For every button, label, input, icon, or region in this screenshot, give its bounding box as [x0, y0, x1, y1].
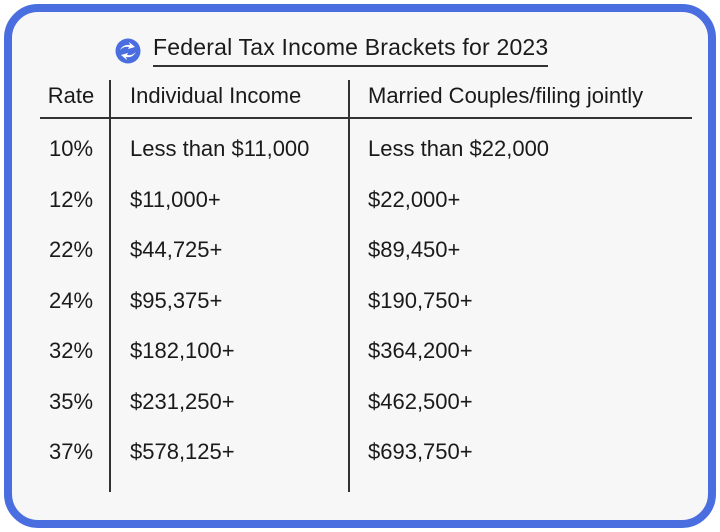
- row-married-cell: $693,750+: [368, 439, 473, 464]
- row-individual-cell: $578,125+: [130, 439, 235, 464]
- header-married: Married Couples/filing jointly: [368, 83, 644, 108]
- row-rate-cell: 10%: [48, 136, 94, 161]
- row-married-cell: Less than $22,000: [368, 136, 550, 161]
- row-rate-cell: 12%: [48, 186, 94, 212]
- row-rate-cell: 22%: [48, 237, 94, 262]
- row-individual-cell: $231,250+: [130, 388, 235, 414]
- row-married-cell: $190,750+: [368, 287, 473, 313]
- tax-bracket-card: Federal Tax Income Brackets for 2023: [4, 4, 716, 528]
- header-individual: Individual Income: [130, 83, 302, 108]
- column-divider-1: [109, 80, 111, 492]
- row-rate-cell: 37%: [48, 439, 94, 464]
- row-married-cell: $462,500+: [368, 388, 473, 414]
- row-individual-cell: $95,375+: [130, 287, 223, 313]
- row-married-cell: $22,000+: [368, 186, 461, 212]
- row-individual-cell: Less than $11,000: [130, 136, 310, 161]
- row-individual-cell: $182,100+: [130, 338, 235, 363]
- row-rate-cell: 35%: [48, 388, 94, 414]
- header-divider: [40, 117, 692, 119]
- page-title: Federal Tax Income Brackets for 2023: [153, 34, 549, 67]
- title-row: Federal Tax Income Brackets for 2023: [115, 34, 549, 67]
- row-married-cell: $89,450+: [368, 237, 461, 262]
- row-individual-cell: $44,725+: [130, 237, 223, 262]
- row-married-cell: $364,200+: [368, 338, 473, 363]
- row-rate-cell: 24%: [48, 287, 94, 313]
- column-divider-2: [348, 80, 350, 492]
- row-rate-cell: 32%: [48, 338, 94, 363]
- logo-icon: [115, 38, 141, 63]
- header-rate: Rate: [47, 83, 95, 108]
- row-individual-cell: $11,000+: [130, 186, 221, 212]
